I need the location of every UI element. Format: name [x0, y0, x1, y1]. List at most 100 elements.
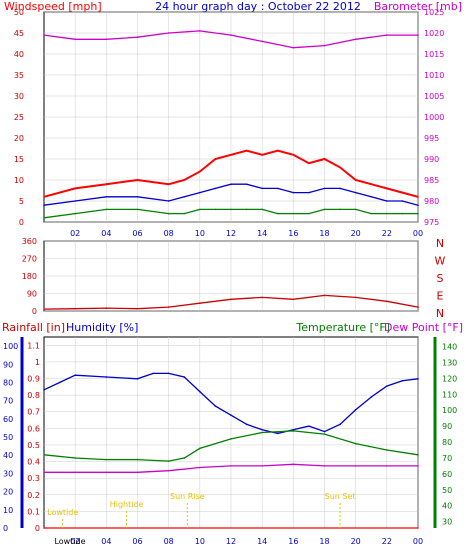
p1-point-2-19	[401, 212, 404, 215]
annotation-label-2: Sun Rise	[170, 492, 205, 501]
humidity-tick-5: 50	[3, 433, 13, 442]
p1-right-tick-5: 1000	[424, 113, 444, 122]
p3-x-tick-4: 10	[195, 537, 205, 546]
p1-point-1-19	[401, 200, 404, 202]
p1-point-2-2	[105, 208, 108, 211]
p1-left-tick-0: 0	[19, 218, 24, 227]
p3-point-1-10	[323, 433, 326, 435]
p1-right-tick-9: 1020	[424, 29, 444, 38]
p3-point-0-9	[214, 405, 217, 407]
p3-point-2-12	[417, 465, 419, 467]
p1-point-0-7	[214, 158, 217, 160]
panel2-series	[43, 294, 419, 310]
p3-series-line-1	[43, 430, 419, 462]
p1-point-3-4	[167, 32, 170, 34]
p1-point-2-15	[339, 208, 341, 211]
rain-tick-3: 0.3	[27, 474, 40, 483]
p1-point-2-13	[308, 212, 310, 215]
p1-point-2-6	[199, 208, 201, 211]
p1-point-0-18	[386, 187, 388, 190]
p1-point-2-4	[167, 212, 170, 215]
p2-point-0-8	[292, 298, 295, 301]
p1-point-1-16	[354, 191, 357, 194]
rain-tick-11: 1.1	[27, 341, 40, 350]
p1-point-0-15	[339, 166, 341, 169]
p3-x-tick-10: 22	[382, 537, 392, 546]
p3-point-0-7	[183, 376, 186, 378]
p3-point-0-0	[43, 388, 45, 391]
p1-x-tick-1: 04	[101, 229, 111, 238]
p1-point-1-10	[261, 187, 263, 190]
panel3-x-axis: 02 04 06 08 10 12 14 16 18 20 22 00	[70, 537, 423, 546]
p3-point-0-19	[370, 396, 373, 398]
p3-point-0-22	[417, 378, 419, 380]
p1-point-1-5	[183, 196, 186, 198]
p3-x-tick-6: 14	[257, 537, 267, 546]
p1-right-tick-7: 1010	[424, 71, 444, 80]
p2-point-0-9	[323, 294, 326, 297]
p3-point-1-8	[261, 431, 263, 434]
p3-point-0-11	[245, 423, 248, 426]
temperature-tick-7: 100	[442, 406, 457, 415]
p1-point-2-12	[292, 212, 295, 215]
humidity-tick-0: 0	[3, 524, 8, 533]
p1-x-tick-0: 02	[70, 229, 80, 238]
rain-humidity-temp-panel: 0 0.1 0.2 0.3 0.4 0.5 0.6 0.7 0.8 0.9 1 1.1 0 10 20 30…	[3, 336, 457, 546]
p1-point-2-7	[214, 208, 217, 211]
p2-left-tick-4: 360	[22, 237, 37, 246]
p1-x-tick-7: 16	[288, 229, 298, 238]
p3-point-2-2	[105, 471, 108, 474]
p3-x-tick-11: 00	[413, 537, 423, 546]
dewpoint-label: Dew Point [°F]	[384, 321, 463, 334]
p1-point-2-3	[136, 208, 139, 211]
p3-x-tick-1: 04	[101, 537, 111, 546]
bottom-lowtide-label: Lowtide	[54, 537, 85, 546]
panel3-series	[43, 372, 419, 529]
p3-point-2-4	[167, 469, 170, 472]
humidity-axis: 0 10 20 30 40 50 60 70 80 90 100	[3, 342, 18, 533]
p3-point-0-3	[105, 376, 108, 378]
p1-x-tick-2: 06	[132, 229, 142, 238]
temperature-tick-0: 30	[442, 518, 452, 527]
p1-point-0-13	[308, 162, 310, 164]
panel1-x-axis: 02 04 06 08 10 12 14 16 18 20 22 00	[70, 229, 423, 238]
p1-point-1-8	[230, 183, 232, 185]
temperature-tick-4: 70	[442, 454, 452, 463]
p1-point-2-8	[230, 208, 232, 211]
temperature-tick-5: 80	[442, 438, 452, 447]
humidity-tick-8: 80	[3, 378, 13, 387]
rain-tick-5: 0.5	[27, 441, 40, 450]
p1-point-2-9	[245, 208, 248, 211]
p1-point-3-3	[136, 36, 139, 38]
rainfall-label: Rainfall [in]	[2, 321, 65, 334]
p3-point-0-12	[261, 428, 263, 431]
p3-point-1-12	[386, 449, 388, 451]
p3-point-1-2	[105, 458, 108, 461]
p3-point-0-10	[230, 414, 232, 417]
p2-point-0-11	[386, 300, 388, 303]
panel1-series	[43, 30, 419, 219]
panel1-right-axis: 975 980 985 990 995 1000 1005 1010 1015 1020 1025	[424, 8, 444, 227]
p1-right-tick-4: 995	[424, 134, 439, 143]
p1-point-0-0	[43, 196, 45, 198]
p1-point-2-0	[43, 217, 45, 219]
p1-point-3-11	[386, 34, 388, 36]
p3-point-0-15	[308, 425, 310, 427]
p3-x-tick-7: 16	[288, 537, 298, 546]
p1-x-tick-8: 18	[319, 229, 329, 238]
p1-point-0-1	[74, 187, 76, 190]
p1-point-2-10	[261, 208, 263, 211]
p3-point-1-7	[230, 438, 232, 440]
p1-point-0-12	[292, 154, 295, 156]
p1-point-0-19	[401, 191, 404, 194]
p1-point-1-1	[74, 200, 76, 202]
p1-point-1-20	[417, 204, 419, 206]
p3-point-1-1	[74, 457, 76, 459]
p2-point-0-10	[354, 296, 357, 299]
p3-point-2-7	[261, 465, 263, 467]
p1-point-3-2	[105, 38, 108, 41]
p3-point-1-6	[199, 447, 201, 450]
